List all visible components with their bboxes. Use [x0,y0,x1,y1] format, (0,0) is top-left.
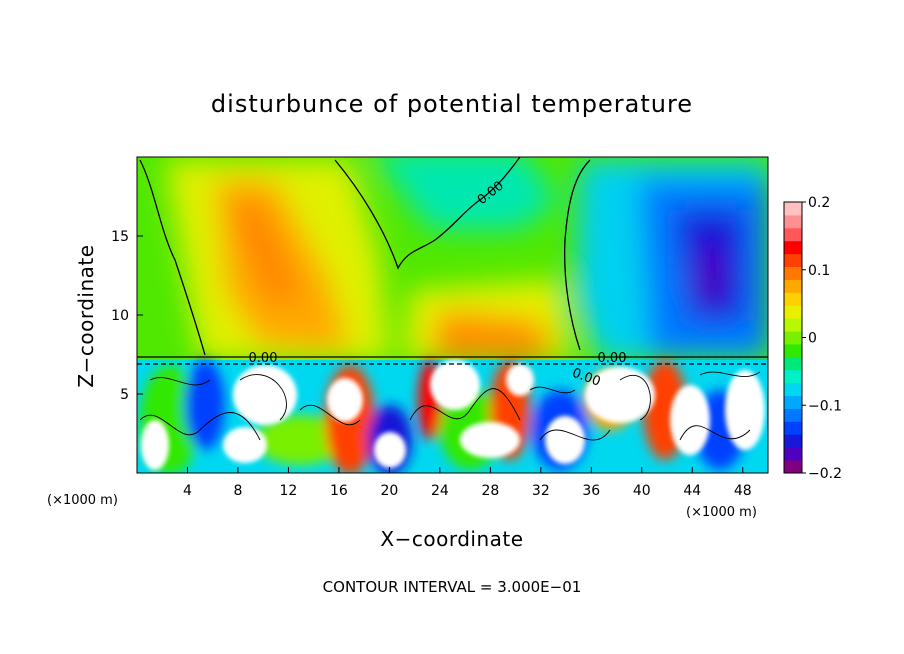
colorbar-cell [784,305,802,319]
x-tick-label: 16 [330,483,348,499]
contour-interval-note: CONTOUR INTERVAL = 3.000E−01 [323,578,582,596]
upper-mid-orange [430,310,555,360]
x-tick-label: 36 [582,483,600,499]
y-tick-label: 5 [120,387,129,403]
x-axis-ticks: 4 8 12 16 20 24 28 32 36 40 44 48 [183,467,752,499]
x-tick-label: 40 [633,483,651,499]
blob-green-2 [255,415,345,465]
y-tick-label: 15 [111,229,129,245]
white-cell-4 [327,378,363,422]
colorbar-cell [784,331,802,345]
colorbar-cell [784,395,802,409]
white-cell-6 [430,360,480,410]
contour-right [564,159,591,351]
white-cell-2 [223,427,267,463]
contour-label-3: 0.00 [598,351,627,366]
x-tick-label: 12 [280,483,298,499]
x-tick-label: 24 [431,483,449,499]
colorbar-cell [784,369,802,384]
chart-title: disturbunce of potential temperature [211,90,693,118]
white-cell-5 [374,432,406,468]
x-tick-label: 28 [481,483,499,499]
colorbar-cell [784,382,802,397]
white-cell-7 [460,422,520,458]
colorbar-tick-label: 0.1 [808,263,830,279]
x-tick-label: 8 [233,483,242,499]
colorbar-tick-label: 0 [808,331,817,347]
colorbar-cell [784,318,802,332]
x-unit-left: (×1000 m) [47,493,118,508]
x-tick-label: 44 [683,483,701,499]
colorbar-cell [784,460,802,474]
white-cell-1 [141,420,169,470]
x-axis-label: X−coordinate [380,527,523,551]
colorbar-cell [784,202,802,216]
blob-blue-1 [185,360,225,450]
colorbar-cell [784,434,802,448]
x-tick-label: 20 [380,483,398,499]
white-cell-11 [670,385,710,455]
upper-right-purple [696,243,724,307]
white-cell-10 [585,367,655,423]
colorbar-cell [784,447,802,461]
upper-red-core [230,200,300,300]
colorbar-tick-label: 0.2 [808,195,830,211]
colorbar-cell [784,292,802,306]
colorbar-cell [784,279,802,293]
white-cell-8 [506,364,534,396]
contour-mid [334,157,521,270]
upper-contours [137,157,768,365]
colorbar-tick-label: −0.2 [808,466,842,482]
white-cell-9 [545,416,585,464]
colorbar-cell [784,421,802,435]
colorbar-cells [784,202,802,474]
colorbar-cell [784,240,802,255]
upper-cyan-top [375,157,560,230]
plot-area [137,157,768,473]
lower-field [137,360,768,473]
white-cell-12 [725,370,765,450]
x-tick-label: 48 [734,483,752,499]
y-axis-ticks: 5 10 15 [111,229,143,403]
colorbar-cell [784,343,802,358]
x-tick-label: 4 [183,483,192,499]
white-cell-3 [233,365,297,425]
colorbar-tick-label: −0.1 [808,398,842,414]
colorbar: 0.2 0.1 0 −0.1 −0.2 [783,195,842,482]
colorbar-cell [784,227,802,242]
lower-contours [139,371,761,441]
upper-field [165,157,768,360]
colorbar-cell [784,214,802,229]
colorbar-cell [784,356,802,371]
y-axis-label: Z−coordinate [74,244,98,387]
colorbar-cell [784,408,802,422]
x-tick-label: 32 [532,483,550,499]
contour-left [139,159,206,356]
colorbar-ticks: 0.2 0.1 0 −0.1 −0.2 [802,195,842,482]
x-unit-right: (×1000 m) [686,505,757,520]
y-tick-label: 10 [111,308,129,324]
colorbar-cell [784,253,802,268]
colorbar-cell [784,266,802,280]
contour-label-2: 0.00 [249,351,278,366]
